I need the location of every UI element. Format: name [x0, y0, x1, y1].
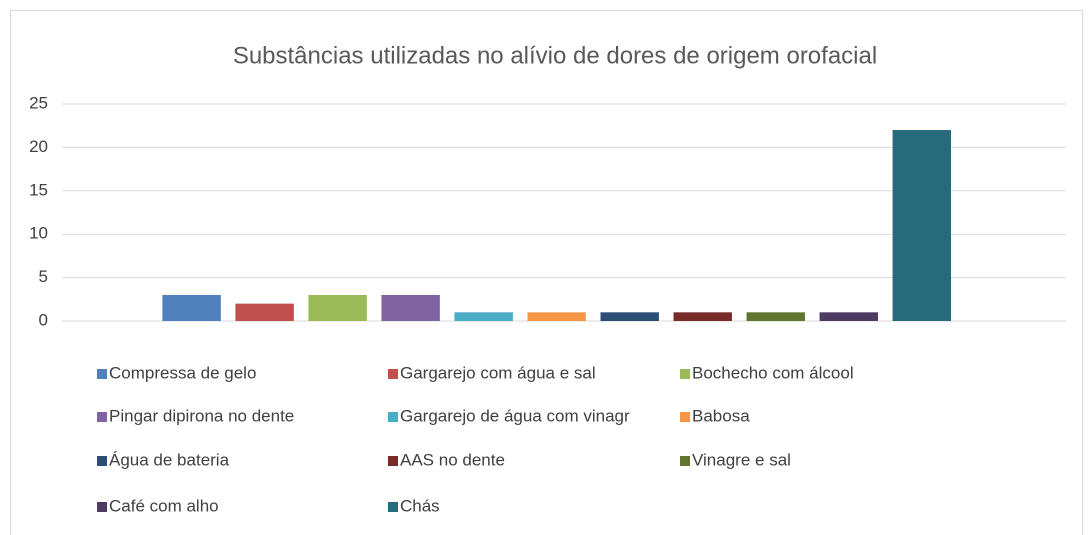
- legend-swatch: [97, 412, 107, 422]
- y-tick-label: 20: [29, 137, 48, 156]
- legend-label: Água de bateria: [109, 450, 230, 469]
- y-tick-label: 25: [29, 93, 48, 112]
- legend-label: Chás: [400, 496, 440, 515]
- legend-label: Compressa de gelo: [109, 363, 256, 382]
- bar: [454, 312, 513, 321]
- bar: [162, 294, 221, 321]
- legend-swatch: [97, 456, 107, 466]
- legend-label: Gargarejo com água e sal: [400, 363, 596, 382]
- legend-swatch: [97, 502, 107, 512]
- bar: [819, 312, 878, 321]
- legend-swatch: [388, 456, 398, 466]
- legend-label: Vinagre e sal: [692, 450, 791, 469]
- legend-swatch: [680, 456, 690, 466]
- bar: [235, 303, 294, 321]
- bar: [381, 294, 440, 321]
- chart-title: Substâncias utilizadas no alívio de dore…: [233, 42, 877, 69]
- legend-swatch: [97, 369, 107, 379]
- bar: [527, 312, 586, 321]
- bar: [600, 312, 659, 321]
- bar: [673, 312, 732, 321]
- legend-swatch: [388, 369, 398, 379]
- legend-label: Bochecho com álcool: [692, 363, 854, 382]
- y-tick-label: 10: [29, 224, 48, 243]
- legend-label: Gargarejo de água com vinagr: [400, 406, 630, 425]
- bar: [892, 130, 951, 321]
- legend-label: Café com alho: [109, 496, 219, 515]
- y-tick-label: 15: [29, 180, 48, 199]
- legend-swatch: [680, 369, 690, 379]
- y-tick-label: 5: [39, 267, 48, 286]
- legend-swatch: [388, 502, 398, 512]
- bar: [746, 312, 805, 321]
- legend-swatch: [680, 412, 690, 422]
- legend-label: AAS no dente: [400, 450, 505, 469]
- bar: [308, 294, 367, 321]
- legend-label: Babosa: [692, 406, 750, 425]
- legend-swatch: [388, 412, 398, 422]
- legend-label: Pingar dipirona no dente: [109, 406, 294, 425]
- y-tick-label: 0: [39, 310, 48, 329]
